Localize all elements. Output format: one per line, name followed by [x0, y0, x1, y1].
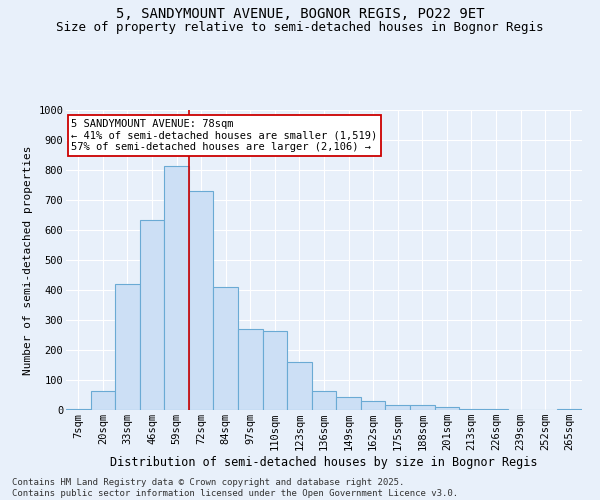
Bar: [434, 407, 459, 410]
Bar: [459, 408, 484, 410]
Y-axis label: Number of semi-detached properties: Number of semi-detached properties: [23, 145, 32, 375]
X-axis label: Distribution of semi-detached houses by size in Bognor Regis: Distribution of semi-detached houses by …: [110, 456, 538, 469]
Bar: [312, 390, 336, 410]
Text: Contains HM Land Registry data © Crown copyright and database right 2025.
Contai: Contains HM Land Registry data © Crown c…: [12, 478, 458, 498]
Bar: [385, 404, 410, 410]
Text: 5, SANDYMOUNT AVENUE, BOGNOR REGIS, PO22 9ET: 5, SANDYMOUNT AVENUE, BOGNOR REGIS, PO22…: [116, 8, 484, 22]
Bar: [140, 220, 164, 410]
Bar: [214, 287, 238, 410]
Bar: [66, 408, 91, 410]
Bar: [238, 329, 263, 410]
Text: 5 SANDYMOUNT AVENUE: 78sqm
← 41% of semi-detached houses are smaller (1,519)
57%: 5 SANDYMOUNT AVENUE: 78sqm ← 41% of semi…: [71, 119, 377, 152]
Bar: [263, 330, 287, 410]
Bar: [484, 409, 508, 410]
Bar: [410, 404, 434, 410]
Bar: [115, 284, 140, 410]
Bar: [189, 191, 214, 410]
Bar: [91, 390, 115, 410]
Bar: [164, 166, 189, 410]
Bar: [287, 362, 312, 410]
Bar: [336, 397, 361, 410]
Bar: [361, 401, 385, 410]
Text: Size of property relative to semi-detached houses in Bognor Regis: Size of property relative to semi-detach…: [56, 21, 544, 34]
